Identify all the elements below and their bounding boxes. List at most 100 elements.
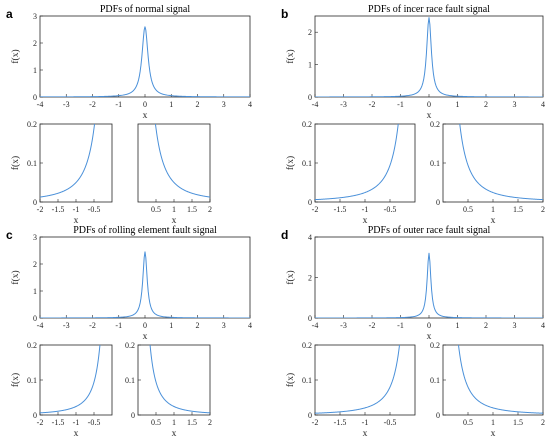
x-tick-label: -2 bbox=[89, 100, 96, 109]
y-tick-label: 0 bbox=[436, 411, 440, 420]
x-tick-label: 0.5 bbox=[151, 418, 161, 427]
x-tick-label: -1.5 bbox=[334, 418, 347, 427]
pdf-curve bbox=[40, 124, 96, 198]
x-tick-label: 1 bbox=[169, 100, 173, 109]
y-tick-label: 0.2 bbox=[430, 341, 440, 350]
chart-title: PDFs of rolling element fault signal bbox=[73, 225, 217, 236]
x-tick-label: -2 bbox=[312, 418, 319, 427]
x-tick-label: 4 bbox=[541, 100, 545, 109]
y-tick-label: 0 bbox=[308, 93, 312, 102]
axes-frame bbox=[314, 15, 544, 98]
y-tick-label: 0 bbox=[436, 198, 440, 207]
x-tick-label: 1.5 bbox=[187, 418, 197, 427]
x-tick-label: 2 bbox=[541, 418, 545, 427]
y-axis-label: f(x) bbox=[285, 49, 296, 63]
pdf-curve bbox=[459, 124, 543, 201]
panel-a: a PDFs of normal signal -4 -3 -2 -1 0 1 2 3 4 0 1 2 3 x… bbox=[6, 4, 252, 226]
x-tick-label: 4 bbox=[248, 321, 252, 330]
pdf-curve bbox=[315, 252, 543, 318]
y-tick-label: 1 bbox=[33, 66, 37, 75]
x-tick-label: 1.5 bbox=[513, 205, 523, 214]
x-tick-label: -2 bbox=[37, 205, 44, 214]
x-tick-label: -2 bbox=[369, 100, 376, 109]
panel-c: c PDFs of rolling element fault signal -4 -… bbox=[6, 225, 252, 439]
pdf-curve bbox=[315, 345, 401, 414]
pdf-curve bbox=[40, 345, 101, 414]
axes-frame bbox=[314, 236, 544, 319]
y-tick-label: 0.1 bbox=[27, 159, 37, 168]
x-tick-label: 4 bbox=[248, 100, 252, 109]
axes-frame bbox=[39, 236, 251, 319]
x-tick-label: -1 bbox=[362, 418, 369, 427]
x-tick-label: 1 bbox=[491, 205, 495, 214]
x-tick-label: -2 bbox=[37, 418, 44, 427]
y-tick-label: 0 bbox=[308, 411, 312, 420]
x-tick-label: -1 bbox=[115, 321, 122, 330]
y-tick-label: 0.2 bbox=[27, 120, 37, 129]
x-axis-label: x bbox=[74, 216, 79, 226]
x-tick-label: -3 bbox=[340, 321, 347, 330]
x-axis-label: x bbox=[427, 332, 432, 342]
x-tick-label: 1.5 bbox=[513, 418, 523, 427]
x-tick-label: -1 bbox=[397, 321, 404, 330]
pdf-curve bbox=[315, 17, 543, 97]
x-tick-label: -2 bbox=[89, 321, 96, 330]
x-tick-label: 1 bbox=[172, 418, 176, 427]
x-tick-label: 2 bbox=[208, 205, 212, 214]
y-tick-label: 3 bbox=[33, 12, 37, 21]
x-tick-label: 0.5 bbox=[463, 205, 473, 214]
x-tick-label: 2 bbox=[541, 205, 545, 214]
axes-frame bbox=[137, 344, 211, 416]
x-tick-label: -1 bbox=[115, 100, 122, 109]
panel-letter: c bbox=[6, 228, 13, 242]
y-tick-label: 1 bbox=[33, 287, 37, 296]
x-tick-label: -4 bbox=[312, 321, 319, 330]
x-tick-label: -2 bbox=[312, 205, 319, 214]
x-axis-label: x bbox=[491, 429, 496, 439]
x-axis-label: x bbox=[363, 429, 368, 439]
axes-frame bbox=[314, 344, 416, 416]
y-tick-label: 0.2 bbox=[27, 341, 37, 350]
y-tick-label: 0 bbox=[33, 411, 37, 420]
y-axis-label: f(x) bbox=[10, 49, 21, 63]
x-tick-label: 1 bbox=[491, 418, 495, 427]
x-tick-label: -1.5 bbox=[334, 205, 347, 214]
x-tick-label: 0 bbox=[143, 321, 147, 330]
pdf-curve bbox=[315, 124, 399, 201]
pdf-curve bbox=[40, 251, 250, 318]
y-axis-label: f(x) bbox=[285, 270, 296, 284]
panel-letter: d bbox=[281, 228, 288, 242]
pdf-curve bbox=[40, 26, 250, 97]
x-tick-label: -0.5 bbox=[88, 205, 101, 214]
x-axis-label: x bbox=[172, 429, 177, 439]
x-tick-label: -1 bbox=[73, 205, 80, 214]
y-tick-label: 0.1 bbox=[125, 376, 135, 385]
x-tick-label: 0 bbox=[427, 100, 431, 109]
y-axis-label: f(x) bbox=[285, 373, 296, 387]
panel-b: b PDFs of incer race fault signal -4 -3 -2 -1… bbox=[281, 4, 545, 226]
x-tick-label: 2 bbox=[208, 418, 212, 427]
y-tick-label: 2 bbox=[308, 274, 312, 283]
y-tick-label: 1 bbox=[308, 61, 312, 70]
x-tick-label: 1 bbox=[172, 205, 176, 214]
y-tick-label: 4 bbox=[308, 233, 312, 242]
axes-frame bbox=[137, 123, 211, 203]
y-tick-label: 0 bbox=[131, 411, 135, 420]
x-tick-label: -1.5 bbox=[52, 418, 65, 427]
axes-frame bbox=[39, 344, 113, 416]
y-tick-label: 0.1 bbox=[430, 159, 440, 168]
x-tick-label: -3 bbox=[63, 100, 70, 109]
chart-title: PDFs of incer race fault signal bbox=[368, 4, 490, 15]
y-axis-label: f(x) bbox=[10, 270, 21, 284]
y-tick-label: 2 bbox=[33, 260, 37, 269]
y-tick-label: 2 bbox=[308, 28, 312, 37]
x-tick-label: 3 bbox=[222, 100, 226, 109]
x-tick-label: -0.5 bbox=[88, 418, 101, 427]
x-tick-label: -1.5 bbox=[52, 205, 65, 214]
x-tick-label: -0.5 bbox=[384, 418, 397, 427]
y-tick-label: 0 bbox=[33, 198, 37, 207]
pdf-curve bbox=[154, 124, 210, 198]
x-axis-label: x bbox=[491, 216, 496, 226]
chart-title: PDFs of normal signal bbox=[100, 4, 191, 15]
